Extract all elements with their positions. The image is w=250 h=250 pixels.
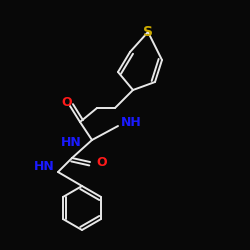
Text: HN: HN <box>34 160 55 173</box>
Text: O: O <box>62 96 72 110</box>
Text: S: S <box>143 25 153 39</box>
Text: NH: NH <box>121 116 142 128</box>
Text: O: O <box>96 156 106 170</box>
Text: HN: HN <box>61 136 82 148</box>
